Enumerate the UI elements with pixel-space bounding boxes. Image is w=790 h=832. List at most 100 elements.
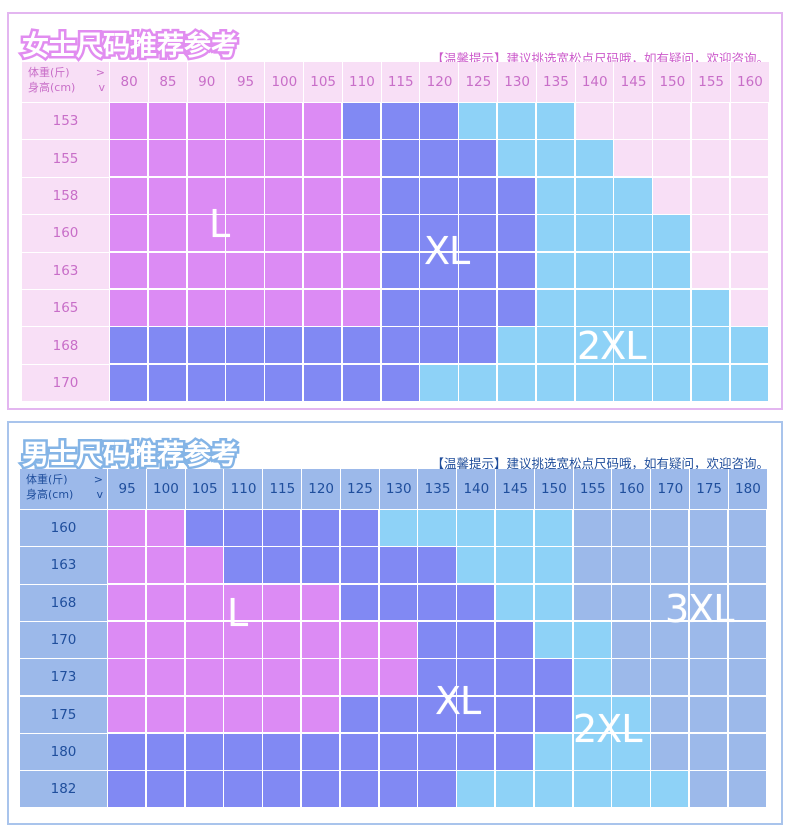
men-size-cell [378, 658, 418, 696]
men-size-cell [727, 509, 768, 547]
men-size-cell [339, 620, 380, 659]
men-size-cell [378, 695, 418, 734]
women-size-cell [109, 251, 149, 290]
men-size-cell [262, 770, 302, 808]
men-corner-height-row: 身高(cm) v [26, 487, 103, 502]
men-corner-header: 体重(斤) > 身高(cm) v [20, 469, 107, 509]
women-size-cell [264, 251, 304, 290]
men-size-cell [301, 546, 341, 585]
women-size-cell [574, 326, 614, 365]
men-size-cell [727, 658, 768, 696]
men-size-cell [727, 732, 768, 771]
men-size-cell [145, 695, 186, 734]
men-size-cell [184, 695, 224, 734]
men-size-cell [727, 620, 768, 659]
men-size-cell [611, 658, 651, 696]
men-size-label-3xl: 3XL [665, 587, 734, 631]
men-weight-header: 145 [495, 469, 535, 509]
women-size-cell [574, 214, 614, 253]
men-size-cell [689, 583, 729, 622]
men-size-cell [611, 546, 651, 585]
women-size-cell [147, 102, 188, 140]
women-weight-header: 160 [729, 62, 770, 102]
women-size-cell [652, 214, 692, 253]
women-size-cell [613, 214, 653, 253]
men-size-cell [689, 770, 729, 808]
men-size-cell [262, 658, 302, 696]
men-size-cell [611, 695, 651, 734]
women-corner-weight-row: 体重(斤) > [28, 65, 105, 80]
men-size-cell [184, 770, 224, 808]
women-size-cell [341, 139, 382, 178]
women-corner-header: 体重(斤) > 身高(cm) v [22, 62, 109, 102]
women-size-cell [303, 176, 343, 215]
men-size-cell [689, 695, 729, 734]
men-weight-header: 150 [533, 469, 574, 509]
women-size-cell [574, 176, 614, 215]
men-size-cell [495, 770, 535, 808]
women-size-cell [652, 289, 692, 327]
women-size-cell [652, 363, 692, 402]
men-weight-header: 110 [223, 469, 263, 509]
women-size-cell [535, 289, 576, 327]
men-size-cell [650, 770, 690, 808]
men-size-cell [301, 658, 341, 696]
women-size-cell [497, 289, 537, 327]
women-weight-header: 80 [109, 62, 149, 102]
women-size-cell [535, 139, 576, 178]
women-height-label: 170 [22, 363, 109, 402]
women-size-cell [458, 102, 498, 140]
men-size-cell [533, 732, 574, 771]
men-size-cell [184, 546, 224, 585]
women-size-cell [303, 139, 343, 178]
men-height-label: 170 [20, 620, 107, 659]
men-size-cell [456, 509, 496, 547]
men-size-cell [727, 583, 768, 622]
men-size-cell [417, 658, 457, 696]
men-size-cell [417, 620, 457, 659]
women-size-cell [109, 363, 149, 402]
women-size-cell [186, 139, 226, 178]
men-size-cell [650, 732, 690, 771]
men-size-cell [689, 509, 729, 547]
men-size-panel: 男士尺码推荐参考 【温馨提示】建议挑选宽松点尺码哦，如有疑问，欢迎咨询。 体重(… [7, 421, 783, 825]
women-size-cell [574, 363, 614, 402]
men-size-cell [611, 620, 651, 659]
women-size-cell [535, 214, 576, 253]
women-size-cell [729, 214, 770, 253]
men-size-cell [107, 658, 147, 696]
women-size-cell [264, 289, 304, 327]
women-weight-header: 135 [535, 62, 576, 102]
women-size-cell [109, 139, 149, 178]
women-size-cell [458, 363, 498, 402]
women-size-cell [535, 363, 576, 402]
men-size-cell [533, 658, 574, 696]
men-size-cell [339, 509, 380, 547]
women-size-cell [380, 326, 420, 365]
men-size-cell [301, 770, 341, 808]
men-size-cell [107, 732, 147, 771]
men-size-cell [495, 509, 535, 547]
men-size-cell [611, 509, 651, 547]
women-size-cell [186, 102, 226, 140]
men-size-cell [456, 732, 496, 771]
men-size-label-l: L [227, 591, 248, 635]
women-size-cell [652, 102, 692, 140]
women-size-cell [225, 251, 265, 290]
men-size-cell [145, 620, 186, 659]
men-size-cell [184, 509, 224, 547]
men-size-cell [107, 695, 147, 734]
men-weight-header: 140 [456, 469, 496, 509]
men-corner-height-label: 身高(cm) [26, 488, 74, 501]
men-size-cell [689, 658, 729, 696]
women-corner-height-label: 身高(cm) [28, 81, 76, 94]
women-size-cell [497, 326, 537, 365]
men-size-cell [339, 546, 380, 585]
men-size-cell [107, 620, 147, 659]
women-size-cell [497, 363, 537, 402]
women-size-cell [729, 363, 770, 402]
women-size-cell [613, 251, 653, 290]
men-size-cell [572, 658, 612, 696]
women-weight-header: 95 [225, 62, 265, 102]
men-size-cell [572, 546, 612, 585]
